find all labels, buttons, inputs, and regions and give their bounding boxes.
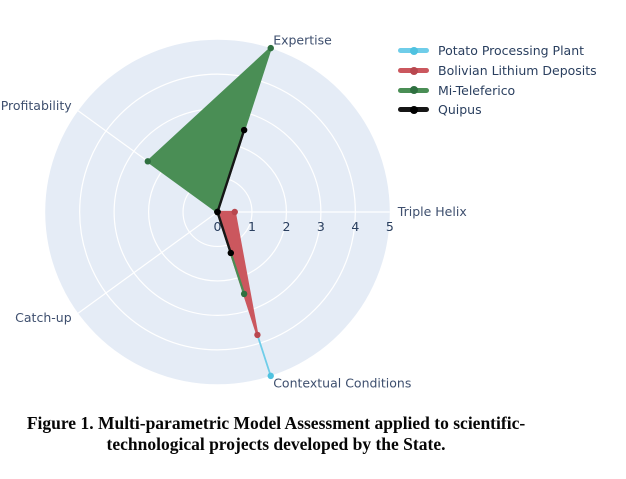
- series-marker-bolivian-lithium-deposits-triple-helix: [231, 208, 238, 216]
- radar-chart: 0 1 2 3 4 5 Triple Helix Expertise Profitability…: [1, 33, 597, 391]
- series-marker-quipus-catch-up: [214, 208, 221, 216]
- axis-label-profitability: Profitability: [1, 98, 73, 113]
- axis-spoke-catch-up: [77, 211, 218, 314]
- legend-label: Mi-Teleferico: [438, 82, 516, 98]
- tick-label-1: 1: [248, 219, 256, 234]
- axis-label-catch-up: Catch-up: [15, 310, 72, 325]
- legend: Potato Processing Plant Bolivian Lithium…: [398, 41, 597, 120]
- tick-label-0: 0: [214, 219, 222, 234]
- series-marker-mi-teleferico-profitability: [144, 158, 152, 165]
- legend-item-quipus: Quipus: [398, 100, 597, 120]
- legend-line-swatch: [398, 105, 429, 114]
- series-marker-quipus-contextual-conditions: [227, 249, 235, 257]
- tick-label-3: 3: [317, 219, 325, 234]
- axis-label-triple-helix: Triple Helix: [397, 204, 467, 219]
- axis-label-contextual-conditions: Contextual Conditions: [273, 375, 411, 390]
- figure-caption-line2: technological projects developed by the …: [106, 434, 446, 454]
- series-marker-mi-teleferico-expertise: [267, 44, 274, 52]
- series-polygon-mi-teleferico: [146, 46, 272, 295]
- tick-label-2: 2: [282, 219, 290, 234]
- legend-marker-dot: [409, 46, 418, 55]
- legend-marker-dot: [409, 105, 418, 114]
- series-marker-quipus-expertise: [240, 126, 248, 134]
- legend-line-swatch: [398, 46, 429, 55]
- legend-line-swatch: [398, 66, 429, 75]
- series-marker-potato-processing-plant-contextual-conditions: [267, 372, 274, 380]
- legend-marker-dot: [409, 86, 418, 95]
- legend-label: Potato Processing Plant: [438, 43, 585, 59]
- axis-label-expertise: Expertise: [273, 33, 332, 48]
- legend-item-mi-teleferico: Mi-Teleferico: [398, 80, 597, 100]
- legend-item-potato-processing-plant: Potato Processing Plant: [398, 41, 597, 61]
- legend-marker-dot: [409, 66, 418, 75]
- series-marker-bolivian-lithium-deposits-contextual-conditions: [254, 331, 261, 339]
- legend-item-bolivian-lithium-deposits: Bolivian Lithium Deposits: [398, 61, 597, 81]
- legend-label: Bolivian Lithium Deposits: [438, 63, 597, 79]
- series-marker-mi-teleferico-contextual-conditions: [240, 290, 248, 298]
- figure-caption: Figure 1. Multi-parametric Model Assessm…: [0, 413, 552, 455]
- legend-line-swatch: [398, 86, 429, 95]
- legend-label: Quipus: [438, 102, 482, 118]
- figure-caption-line1: Figure 1. Multi-parametric Model Assessm…: [26, 413, 526, 433]
- tick-label-4: 4: [351, 219, 359, 234]
- tick-label-5: 5: [386, 219, 394, 234]
